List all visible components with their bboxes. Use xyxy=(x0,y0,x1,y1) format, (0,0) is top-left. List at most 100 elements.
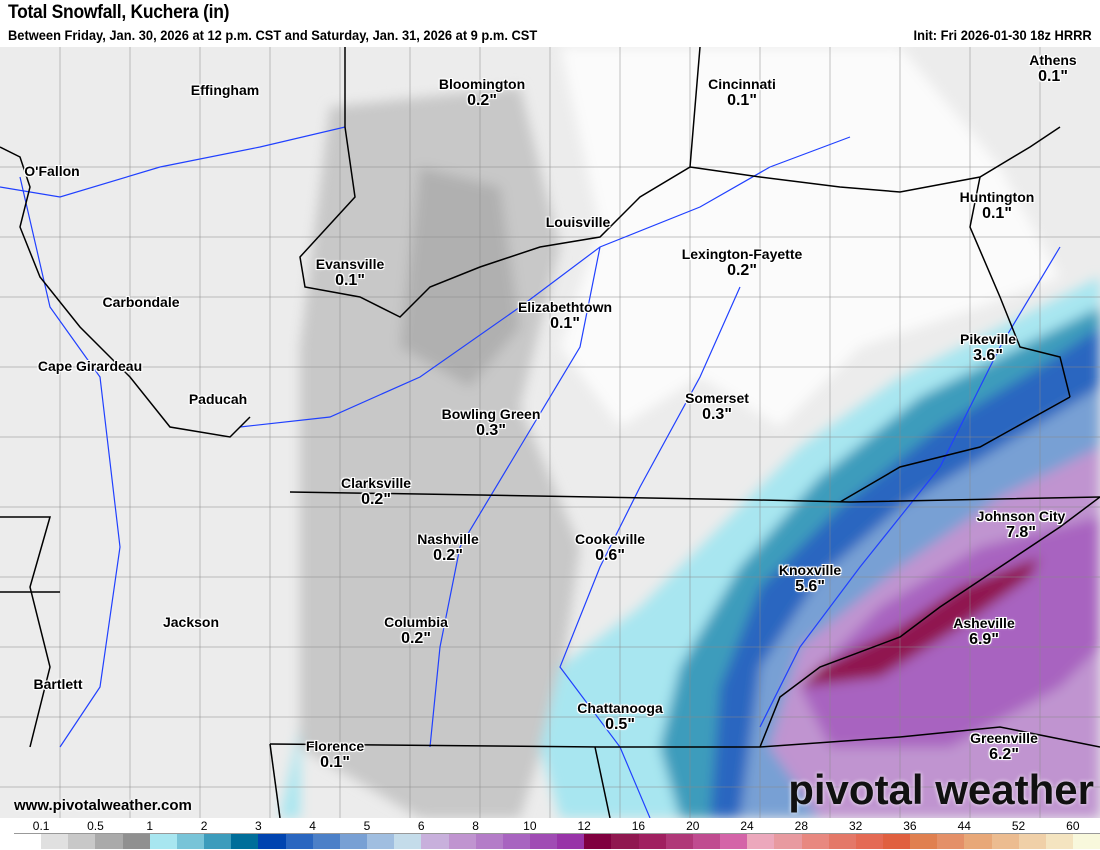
city-name: Nashville xyxy=(417,531,479,547)
colorbar-label: 32 xyxy=(848,819,863,833)
city-name: Carbondale xyxy=(102,294,180,310)
city-label: Huntington 0.1" xyxy=(960,189,1035,223)
snowfall-value: 0.1" xyxy=(550,315,580,332)
colorbar-swatch xyxy=(258,834,286,849)
city-name: Florence xyxy=(305,738,365,754)
colorbar-swatch xyxy=(720,834,748,849)
snowfall-value: 6.2" xyxy=(989,746,1019,763)
city-name: Clarksville xyxy=(340,475,412,491)
city-label: Somerset 0.3" xyxy=(685,390,749,424)
colorbar-swatch xyxy=(176,834,205,849)
colorbar-legend xyxy=(14,833,1100,849)
map-title: Total Snowfall, Kuchera (in) xyxy=(8,2,230,23)
snowfall-value: 0.3" xyxy=(476,422,506,439)
city-name: Jackson xyxy=(162,614,220,630)
city-label: Cincinnati 0.1" xyxy=(708,76,776,110)
city-label: Nashville 0.2" xyxy=(417,531,478,565)
city-name: Pikeville xyxy=(959,331,1017,347)
website-credit: www.pivotalweather.com xyxy=(14,797,192,814)
snowfall-value: 0.1" xyxy=(320,754,350,771)
colorbar-swatch xyxy=(611,834,639,849)
city-name: Louisville xyxy=(545,214,611,230)
city-name: Lexington-Fayette xyxy=(681,246,803,262)
colorbar-swatch xyxy=(149,834,177,849)
city-label: Effingham xyxy=(191,82,259,98)
colorbar-swatch xyxy=(502,834,530,849)
city-name: Elizabethtown xyxy=(517,299,613,315)
city-label: O'Fallon xyxy=(24,163,79,179)
city-label: Bowling Green 0.3" xyxy=(442,406,541,440)
colorbar-label: 24 xyxy=(740,819,754,833)
city-label: Lexington-Fayette 0.2" xyxy=(682,246,803,280)
rivers-highways xyxy=(0,126,1061,818)
colorbar-swatch xyxy=(638,834,666,849)
colorbar-swatch xyxy=(964,834,992,849)
colorbar-swatch xyxy=(529,834,558,849)
city-name: Cookeville xyxy=(574,531,646,547)
county-lines xyxy=(0,47,1100,818)
city-name: Knoxville xyxy=(778,562,842,578)
colorbar-swatch xyxy=(312,834,340,849)
snowfall-value: 0.2" xyxy=(401,630,431,647)
city-label: Chattanooga 0.5" xyxy=(577,700,663,734)
colorbar-label: 6 xyxy=(417,819,425,833)
colorbar-swatch xyxy=(991,834,1019,849)
snowfall-value: 5.6" xyxy=(795,578,825,595)
snowfall-value: 0.1" xyxy=(727,92,757,109)
city-name: Huntington xyxy=(959,189,1035,205)
city-label: Florence 0.1" xyxy=(306,738,364,772)
colorbar-label: 8 xyxy=(472,819,479,833)
colorbar-swatch xyxy=(665,834,693,849)
valid-period: Between Friday, Jan. 30, 2026 at 12 p.m.… xyxy=(8,27,538,43)
colorbar-label: 16 xyxy=(631,819,646,833)
city-name: Bowling Green xyxy=(441,406,541,422)
city-label: Bloomington 0.2" xyxy=(439,76,525,110)
colorbar-swatch xyxy=(828,834,856,849)
city-name: Columbia xyxy=(384,614,448,630)
city-label: Jackson xyxy=(163,614,219,630)
city-label: Johnson City 7.8" xyxy=(977,508,1066,542)
colorbar-swatch xyxy=(557,834,585,849)
model-init: Init: Fri 2026-01-30 18z HRRR xyxy=(913,27,1092,43)
colorbar-swatch xyxy=(855,834,883,849)
city-label: Asheville 6.9" xyxy=(953,615,1014,649)
city-name: Bloomington xyxy=(438,76,526,92)
colorbar-swatch xyxy=(68,834,96,849)
snowfall-value: 0.1" xyxy=(1038,68,1068,85)
city-name: Asheville xyxy=(953,615,1015,631)
city-label: Cookeville 0.6" xyxy=(575,531,645,565)
city-name: Athens xyxy=(1029,52,1077,68)
snowfall-value: 3.6" xyxy=(973,347,1003,364)
colorbar-swatch xyxy=(41,834,69,849)
colorbar-label: 0.1 xyxy=(32,819,50,833)
snowfall-value: 0.2" xyxy=(727,262,757,279)
colorbar-swatch xyxy=(692,834,721,849)
city-label: Elizabethtown 0.1" xyxy=(518,299,612,333)
colorbar-label: 36 xyxy=(903,819,917,833)
colorbar-swatch xyxy=(747,834,775,849)
colorbar-label: 2 xyxy=(200,819,208,833)
colorbar-swatch xyxy=(1073,834,1100,849)
city-label: Louisville xyxy=(546,214,611,230)
colorbar-swatch xyxy=(883,834,911,849)
city-name: Somerset xyxy=(685,390,749,406)
city-name: Cincinnati xyxy=(708,76,776,92)
snowfall-value: 0.1" xyxy=(982,205,1012,222)
colorbar-swatch xyxy=(774,834,802,849)
snowfall-value: 0.5" xyxy=(605,716,635,733)
snowfall-value: 0.2" xyxy=(361,491,391,508)
colorbar-label: 28 xyxy=(794,819,809,833)
city-label: Knoxville 5.6" xyxy=(779,562,841,596)
city-label: Columbia 0.2" xyxy=(384,614,448,648)
city-label: Clarksville 0.2" xyxy=(341,475,411,509)
snowfall-value: 0.3" xyxy=(702,406,732,423)
city-label: Greenville 6.2" xyxy=(970,730,1038,764)
colorbar-label: 44 xyxy=(957,819,971,833)
snowfall-field xyxy=(0,47,1100,818)
snowfall-map: Athens 0.1" Cincinnati 0.1" Bloomington 0.2" E… xyxy=(0,47,1100,818)
city-name: Paducah xyxy=(188,391,248,407)
colorbar-label: 52 xyxy=(1011,819,1026,833)
snowfall-value: 6.9" xyxy=(969,631,999,648)
colorbar-swatch xyxy=(204,834,232,849)
colorbar-swatch xyxy=(584,834,612,849)
